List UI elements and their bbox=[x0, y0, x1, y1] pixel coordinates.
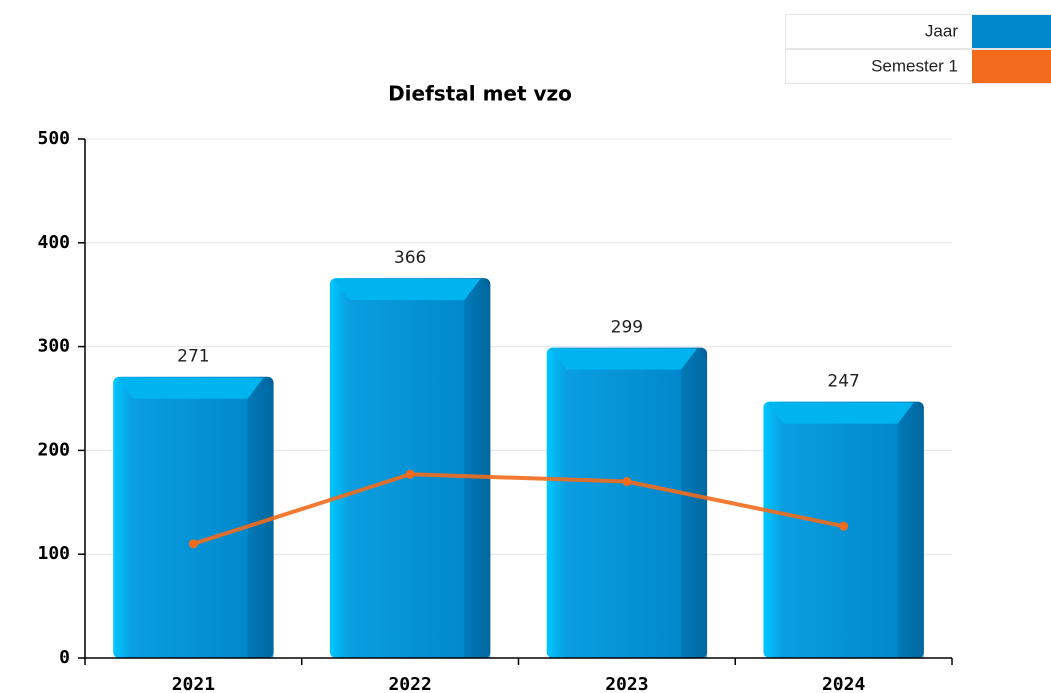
value-label: 247 bbox=[827, 372, 859, 392]
value-label: 299 bbox=[611, 318, 643, 338]
x-tick-label: 2021 bbox=[172, 674, 215, 693]
x-tick-label: 2023 bbox=[605, 674, 648, 693]
value-label: 366 bbox=[394, 248, 426, 268]
line-point bbox=[405, 469, 415, 479]
y-tick-label: 0 bbox=[59, 647, 70, 668]
y-tick-label: 100 bbox=[37, 543, 70, 564]
y-tick-label: 500 bbox=[37, 128, 70, 149]
line-point bbox=[622, 477, 632, 487]
bar-bevel-top bbox=[767, 402, 914, 424]
legend-label: Jaar bbox=[925, 21, 958, 40]
bar-bevel-right bbox=[681, 348, 708, 658]
bar bbox=[546, 347, 708, 658]
legend-swatch bbox=[972, 15, 1051, 48]
y-tick-label: 300 bbox=[37, 336, 70, 357]
y-tick-label: 400 bbox=[37, 232, 70, 253]
legend-swatch bbox=[972, 50, 1051, 83]
bar-bevel-right bbox=[464, 279, 491, 658]
bar bbox=[329, 278, 491, 658]
x-tick-label: 2022 bbox=[388, 674, 431, 693]
line-point bbox=[188, 539, 198, 549]
bar-bevel-right bbox=[247, 377, 274, 658]
line bbox=[192, 472, 845, 546]
line-point bbox=[839, 521, 849, 531]
bar-bevel-top bbox=[550, 348, 698, 370]
bar-bevel-right bbox=[897, 402, 924, 658]
bar-bevel-top bbox=[117, 377, 264, 399]
chart-title: Diefstal met vzo bbox=[388, 82, 572, 106]
y-tick-label: 200 bbox=[37, 439, 70, 460]
value-label: 271 bbox=[177, 347, 209, 367]
bar bbox=[113, 376, 274, 658]
bar-bevel-top bbox=[333, 279, 481, 301]
legend-label: Semester 1 bbox=[871, 56, 958, 75]
x-tick-label: 2024 bbox=[822, 674, 866, 693]
